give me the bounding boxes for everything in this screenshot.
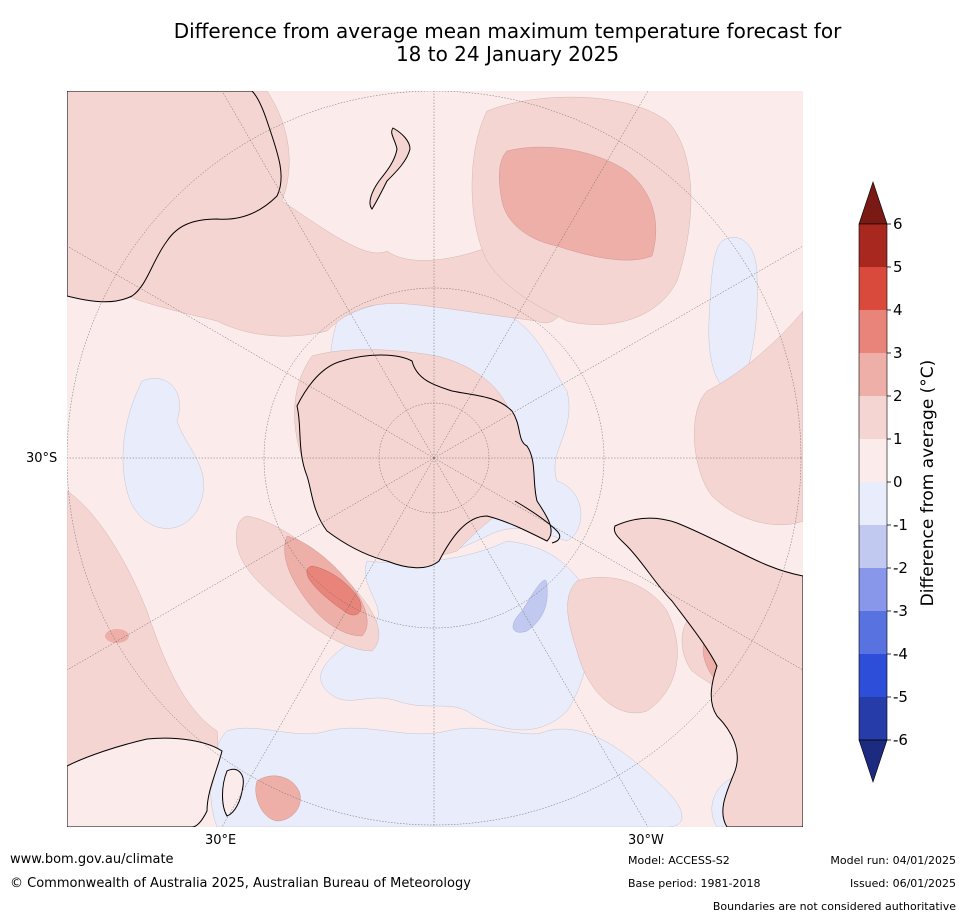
- anomaly-region-cool: [122, 378, 204, 529]
- footer-copyright: © Commonwealth of Australia 2025, Austra…: [10, 876, 471, 891]
- colorbar: 6 5 4 3 2 1 0 -1 -2 -3 -4 -5 -6: [855, 180, 965, 785]
- colorbar-tick-label: 0: [893, 473, 903, 491]
- colorbar-segment: [859, 396, 887, 439]
- anomaly-region-cool: [210, 727, 683, 827]
- new-zealand-coastline: [369, 127, 411, 210]
- colorbar-segment: [859, 353, 887, 396]
- colorbar-segment: [859, 697, 887, 740]
- colorbar-tick-label: 4: [893, 301, 903, 319]
- colorbar-tick-label: -5: [893, 688, 908, 706]
- colorbar-tick-label: 6: [893, 215, 903, 233]
- colorbar-segment: [859, 611, 887, 654]
- colorbar-tick-label: -3: [893, 602, 908, 620]
- polar-map: [67, 91, 803, 827]
- south-america-coastline: [613, 517, 803, 827]
- anomaly-region-warm-2-3: [255, 775, 301, 822]
- footer-base-period: Base period: 1981-2018: [628, 877, 761, 890]
- colorbar-segment: [859, 525, 887, 568]
- colorbar-tick-label: -2: [893, 559, 908, 577]
- anomaly-region-warm-1-2: [694, 310, 803, 526]
- anomaly-region-cool: [320, 540, 592, 731]
- footer-disclaimer: Boundaries are not considered authoritat…: [712, 900, 956, 913]
- colorbar-graphic: 6 5 4 3 2 1 0 -1 -2 -3 -4 -5 -6: [858, 181, 908, 783]
- anomaly-region-warm-2-3: [105, 629, 129, 643]
- colorbar-segment: [859, 224, 887, 267]
- longitude-label-30e: 30°E: [205, 833, 237, 848]
- madagascar-coastline: [222, 768, 244, 817]
- colorbar-segment: [859, 568, 887, 611]
- colorbar-tick-label: 2: [893, 387, 903, 405]
- colorbar-tick-label: -6: [893, 731, 908, 749]
- map-title: Difference from average mean maximum tem…: [60, 20, 955, 66]
- title-line-1: Difference from average mean maximum tem…: [173, 19, 842, 43]
- anomaly-region-warm-1-2: [567, 577, 678, 713]
- antarctica-landmass: [296, 354, 552, 569]
- footer-issued: Issued: 06/01/2025: [849, 877, 956, 890]
- colorbar-tick-label: -1: [893, 516, 908, 534]
- graticule: [67, 91, 803, 827]
- colorbar-tick-label: 1: [893, 430, 903, 448]
- antarctic-peninsula: [514, 500, 561, 544]
- colorbar-segment: [859, 310, 887, 353]
- africa-coastline: [67, 737, 223, 827]
- colorbar-tick-label: 3: [893, 344, 903, 362]
- anomaly-region-cool-strong: [512, 579, 548, 633]
- colorbar-over-arrow: [858, 181, 888, 225]
- colorbar-segment: [859, 654, 887, 697]
- colorbar-tick-label: 5: [893, 258, 903, 276]
- anomaly-region-warm-2-3: [499, 146, 657, 261]
- anomaly-region-warm-3-4: [306, 565, 362, 616]
- colorbar-segment: [859, 267, 887, 310]
- australia-coastline: [67, 91, 282, 303]
- colorbar-segment: [859, 482, 887, 525]
- longitude-label-30w: 30°W: [628, 833, 664, 848]
- footer-website: www.bom.gov.au/climate: [10, 852, 174, 867]
- colorbar-under-arrow: [858, 739, 888, 783]
- footer-model: Model: ACCESS-S2: [628, 854, 730, 867]
- colorbar-segment: [859, 439, 887, 482]
- footer-model-run: Model run: 04/01/2025: [830, 854, 956, 867]
- title-line-2: 18 to 24 January 2025: [395, 42, 620, 66]
- latitude-label-30s: 30°S: [26, 451, 58, 466]
- colorbar-label: Difference from average (°C): [918, 359, 938, 607]
- colorbar-tick-label: -4: [893, 645, 908, 663]
